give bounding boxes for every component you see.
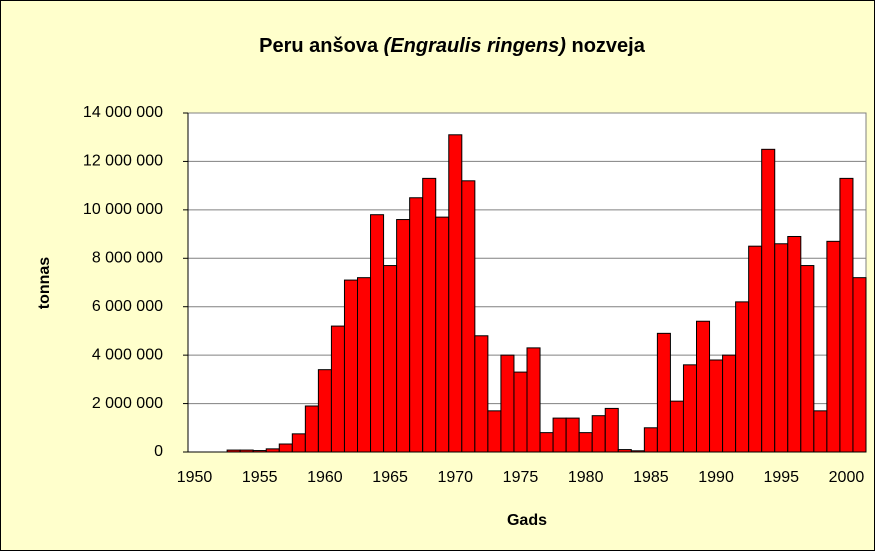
- bar: [409, 197, 424, 453]
- y-tick-label: 4 000 000: [92, 346, 163, 363]
- x-tick-label: 1955: [242, 469, 278, 486]
- bar: [709, 359, 724, 453]
- bar: [722, 354, 737, 453]
- x-tick-label: 1985: [633, 469, 669, 486]
- bar: [435, 216, 450, 453]
- x-tick-label: 1975: [503, 469, 539, 486]
- title-part: nozveja: [566, 35, 646, 57]
- x-axis-label: Gads: [507, 512, 547, 529]
- bar: [500, 354, 515, 453]
- bar: [343, 279, 359, 453]
- y-tick-label: 0: [154, 443, 163, 460]
- bar: [852, 277, 867, 453]
- bar: [643, 427, 658, 453]
- bar: [461, 180, 476, 453]
- bar: [474, 335, 489, 453]
- x-tick-label: 1995: [763, 469, 799, 486]
- bar: [839, 177, 854, 453]
- bar: [669, 400, 684, 453]
- y-tick-label: 6 000 000: [92, 298, 163, 315]
- bar: [682, 364, 698, 453]
- bar: [370, 214, 385, 453]
- x-tick-label: 1990: [698, 469, 734, 486]
- x-tick-label: 1950: [177, 469, 213, 486]
- bar: [748, 245, 763, 453]
- bar: [357, 277, 372, 453]
- y-tick-label: 12 000 000: [83, 153, 163, 170]
- bar: [787, 235, 802, 453]
- chart-title: Peru anšova (Engraulis ringens) nozveja: [259, 35, 646, 57]
- bar: [565, 417, 580, 453]
- bar: [591, 415, 606, 453]
- bar: [383, 265, 398, 453]
- bar: [291, 433, 306, 453]
- bar: [774, 243, 789, 453]
- bar: [396, 219, 411, 453]
- bar: [800, 265, 815, 453]
- bar: [422, 177, 437, 453]
- bar: [813, 410, 828, 453]
- bar: [578, 432, 593, 453]
- bar: [539, 432, 554, 453]
- title-part: Peru anšova: [259, 35, 384, 57]
- y-tick-label: 2 000 000: [92, 395, 163, 412]
- bar: [330, 325, 345, 453]
- x-tick-label: 2000: [829, 469, 865, 486]
- bar: [826, 240, 841, 453]
- bar: [513, 371, 528, 453]
- bar: [761, 148, 776, 453]
- x-tick-label: 1980: [568, 469, 604, 486]
- y-tick-label: 8 000 000: [92, 250, 163, 267]
- bar: [656, 332, 671, 453]
- y-tick-label: 10 000 000: [83, 201, 163, 218]
- bar: [487, 410, 502, 453]
- x-tick-label: 1970: [437, 469, 473, 486]
- bar: [526, 347, 541, 453]
- bar: [552, 417, 567, 453]
- bar: [735, 301, 750, 453]
- bar: [304, 405, 319, 453]
- y-tick-label: 14 000 000: [83, 104, 163, 121]
- bar: [317, 369, 332, 453]
- x-tick-label: 1965: [372, 469, 408, 486]
- bar: [278, 443, 293, 453]
- bar: [604, 407, 619, 453]
- x-tick-label: 1960: [307, 469, 343, 486]
- title-part: (Engraulis ringens): [384, 35, 567, 57]
- bar: [448, 134, 463, 453]
- y-axis-label: tonnas: [36, 257, 53, 310]
- bar: [696, 320, 711, 453]
